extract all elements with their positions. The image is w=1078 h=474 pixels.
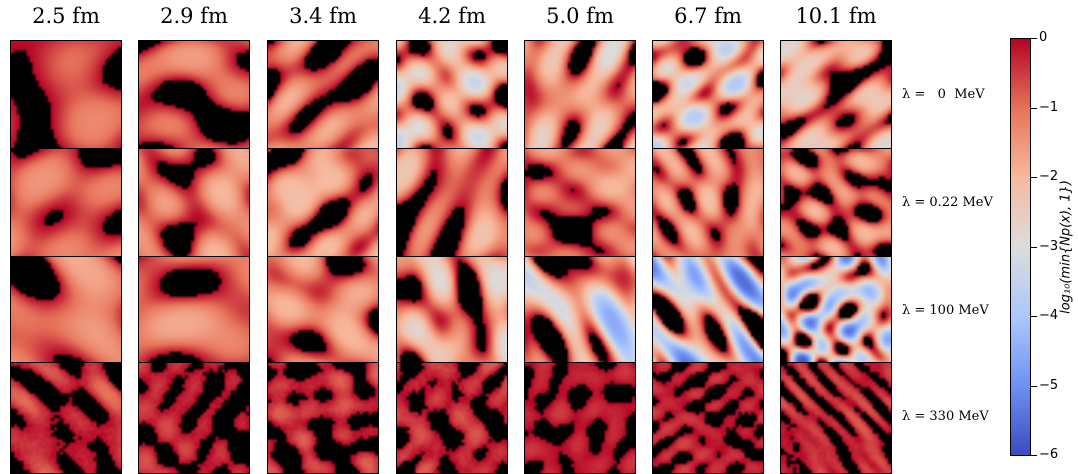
colorbar-axis-label: log₁₀(min{Np(x), 1}) bbox=[1058, 180, 1074, 314]
heatmap-panel bbox=[10, 40, 122, 152]
column-title: 6.7 fm bbox=[674, 4, 742, 28]
heatmap-canvas bbox=[11, 41, 121, 151]
heatmap-panel bbox=[652, 362, 764, 474]
colorbar-tick bbox=[1031, 177, 1037, 178]
heatmap-panel bbox=[396, 362, 508, 474]
heatmap-panel bbox=[524, 40, 636, 152]
heatmap-canvas bbox=[653, 257, 763, 367]
heatmap-panel bbox=[524, 256, 636, 368]
colorbar-tick bbox=[1031, 246, 1037, 248]
column-title: 5.0 fm bbox=[546, 4, 614, 28]
colorbar-tick-label: −2 bbox=[1039, 169, 1059, 184]
heatmap-canvas bbox=[397, 149, 507, 259]
heatmap-canvas bbox=[525, 149, 635, 259]
heatmap-canvas bbox=[653, 149, 763, 259]
heatmap-canvas bbox=[139, 149, 249, 259]
heatmap-canvas bbox=[653, 363, 763, 473]
heatmap-panel bbox=[652, 40, 764, 152]
heatmap-panel bbox=[396, 40, 508, 152]
heatmap-canvas bbox=[525, 41, 635, 151]
heatmap-panel bbox=[10, 362, 122, 474]
heatmap-panel bbox=[780, 256, 892, 368]
heatmap-panel bbox=[396, 148, 508, 260]
heatmap-panel bbox=[780, 40, 892, 152]
heatmap-panel bbox=[267, 40, 379, 152]
colorbar-tick bbox=[1031, 455, 1037, 456]
heatmap-canvas bbox=[11, 257, 121, 367]
heatmap-canvas bbox=[781, 41, 891, 151]
column-title: 2.9 fm bbox=[160, 4, 228, 28]
heatmap-panel bbox=[267, 148, 379, 260]
colorbar-tick-label: 0 bbox=[1039, 30, 1048, 45]
row-label: λ = 100 MeV bbox=[902, 303, 989, 318]
heatmap-panel bbox=[396, 256, 508, 368]
colorbar-tick bbox=[1031, 38, 1037, 39]
heatmap-panel bbox=[780, 362, 892, 474]
colorbar-tick-label: −3 bbox=[1039, 238, 1059, 254]
heatmap-canvas bbox=[11, 149, 121, 259]
heatmap-canvas bbox=[268, 257, 378, 367]
heatmap-panel bbox=[652, 148, 764, 260]
colorbar-tick-label: −5 bbox=[1039, 377, 1059, 393]
row-label: λ = 0.22 MeV bbox=[902, 195, 993, 210]
column-title: 2.5 fm bbox=[32, 4, 100, 28]
heatmap-panel bbox=[780, 148, 892, 260]
heatmap-canvas bbox=[268, 363, 378, 473]
heatmap-panel bbox=[267, 256, 379, 368]
heatmap-canvas bbox=[781, 149, 891, 259]
column-title: 10.1 fm bbox=[795, 4, 877, 28]
heatmap-canvas bbox=[139, 41, 249, 151]
colorbar-tick bbox=[1031, 385, 1037, 387]
heatmap-panel bbox=[524, 148, 636, 260]
heatmap-panel bbox=[10, 148, 122, 260]
heatmap-canvas bbox=[268, 41, 378, 151]
heatmap-canvas bbox=[139, 363, 249, 473]
heatmap-panel bbox=[138, 256, 250, 368]
heatmap-canvas bbox=[139, 257, 249, 367]
colorbar-tick bbox=[1031, 316, 1037, 317]
heatmap-canvas bbox=[781, 257, 891, 367]
colorbar bbox=[1010, 38, 1031, 456]
heatmap-canvas bbox=[397, 257, 507, 367]
heatmap-canvas bbox=[525, 257, 635, 367]
heatmap-panel bbox=[138, 362, 250, 474]
heatmap-canvas bbox=[397, 41, 507, 151]
heatmap-panel bbox=[10, 256, 122, 368]
column-title: 4.2 fm bbox=[418, 4, 486, 28]
heatmap-canvas bbox=[11, 363, 121, 473]
column-title: 3.4 fm bbox=[289, 4, 357, 28]
colorbar-tick-label: −6 bbox=[1039, 447, 1059, 462]
heatmap-panel bbox=[267, 362, 379, 474]
heatmap-canvas bbox=[397, 363, 507, 473]
heatmap-panel bbox=[652, 256, 764, 368]
row-label: λ = 330 MeV bbox=[902, 409, 989, 424]
row-label: λ = 0 MeV bbox=[902, 87, 985, 102]
colorbar-tick bbox=[1031, 107, 1037, 109]
heatmap-panel bbox=[138, 40, 250, 152]
heatmap-canvas bbox=[268, 149, 378, 259]
colorbar-tick-label: −1 bbox=[1039, 99, 1059, 115]
heatmap-canvas bbox=[653, 41, 763, 151]
heatmap-panel bbox=[138, 148, 250, 260]
colorbar-tick-label: −4 bbox=[1039, 308, 1059, 323]
heatmap-canvas bbox=[781, 363, 891, 473]
heatmap-panel bbox=[524, 362, 636, 474]
heatmap-canvas bbox=[525, 363, 635, 473]
